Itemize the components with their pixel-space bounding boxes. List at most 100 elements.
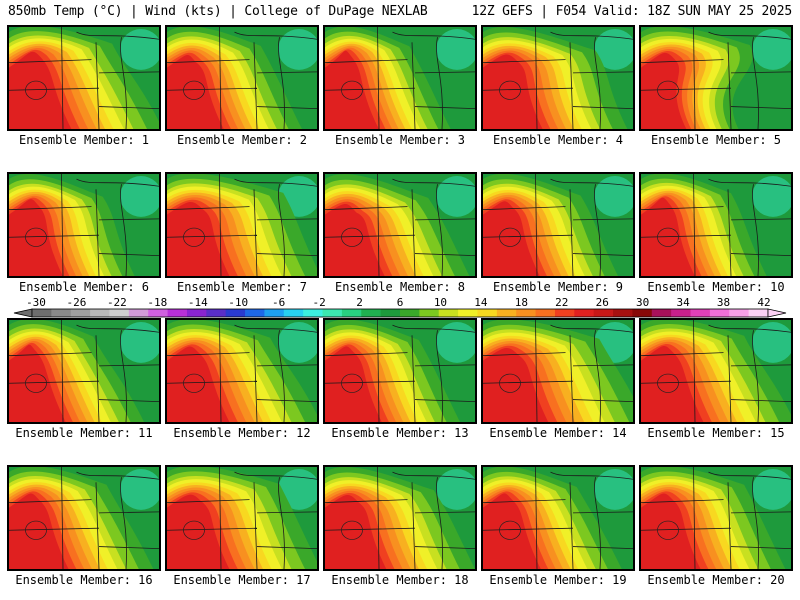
ensemble-member-label: Ensemble Member: 8	[334, 280, 466, 294]
ensemble-member-map	[165, 465, 319, 571]
colorbar-segment	[341, 309, 362, 317]
ensemble-member-map	[639, 465, 793, 571]
ensemble-member-map	[165, 25, 319, 131]
ensemble-member-label: Ensemble Member: 6	[18, 280, 150, 294]
colorbar-tick-label: 26	[596, 296, 609, 309]
temperature-colorbar: -30 -26 -22 -18 -14 -10 -6 -2 2 6 10 14 18 22 26 30 34 38…	[0, 296, 800, 318]
colorbar-tick-label: -30	[26, 296, 46, 309]
colorbar-tick-label: 10	[434, 296, 447, 309]
ensemble-member-label: Ensemble Member: 10	[647, 280, 785, 294]
colorbar-segment	[651, 309, 672, 317]
colorbar-max-arrow	[767, 308, 787, 318]
ensemble-member-label: Ensemble Member: 12	[173, 426, 311, 440]
header-run-info: 12Z GEFS | F054 Valid: 18Z SUN MAY 25 20…	[471, 4, 793, 19]
colorbar-segment	[109, 309, 130, 317]
ensemble-member-map	[481, 172, 635, 278]
colorbar-segment	[90, 309, 110, 317]
colorbar-segment	[516, 309, 537, 317]
ensemble-member-map	[481, 465, 635, 571]
colorbar-tick-label: 2	[356, 296, 363, 309]
colorbar-tick-label: 38	[717, 296, 730, 309]
colorbar-segment	[535, 309, 556, 317]
colorbar-segment	[729, 309, 750, 317]
ensemble-member-label: Ensemble Member: 4	[492, 133, 624, 147]
ensemble-member-label: Ensemble Member: 16	[15, 573, 153, 587]
colorbar-segment	[593, 309, 614, 317]
ensemble-member-map	[7, 318, 161, 424]
ensemble-member-map	[165, 172, 319, 278]
colorbar-tick-label: -10	[228, 296, 248, 309]
ensemble-member-label: Ensemble Member: 17	[173, 573, 311, 587]
ensemble-member-map	[323, 172, 477, 278]
ensemble-member-map	[639, 172, 793, 278]
ensemble-member-map	[481, 318, 635, 424]
ensemble-member-label: Ensemble Member: 18	[331, 573, 469, 587]
colorbar-segment	[438, 309, 459, 317]
ensemble-member-map	[639, 318, 793, 424]
colorbar-tick-label: -18	[147, 296, 167, 309]
colorbar-tick-label: 6	[397, 296, 404, 309]
colorbar-segment	[245, 309, 265, 317]
ensemble-member-label: Ensemble Member: 2	[176, 133, 308, 147]
ensemble-member-map	[323, 318, 477, 424]
colorbar-segment	[283, 309, 304, 317]
ensemble-member-label: Ensemble Member: 14	[489, 426, 627, 440]
colorbar-segment	[632, 309, 653, 317]
ensemble-member-map	[165, 318, 319, 424]
colorbar-tick-label: -26	[67, 296, 87, 309]
ensemble-member-label: Ensemble Member: 9	[492, 280, 624, 294]
colorbar-segment	[496, 309, 517, 317]
colorbar-segment	[613, 309, 633, 317]
ensemble-member-map	[7, 465, 161, 571]
ensemble-member-label: Ensemble Member: 7	[176, 280, 308, 294]
ensemble-member-label: Ensemble Member: 11	[15, 426, 153, 440]
colorbar-segment	[361, 309, 382, 317]
colorbar-segment	[458, 309, 478, 317]
colorbar-segment	[419, 309, 440, 317]
colorbar-segment	[186, 309, 207, 317]
ensemble-member-label: Ensemble Member: 19	[489, 573, 627, 587]
colorbar-segment	[322, 309, 343, 317]
ensemble-member-map	[7, 25, 161, 131]
ensemble-member-label: Ensemble Member: 1	[18, 133, 150, 147]
colorbar-tick-label: 18	[515, 296, 528, 309]
colorbar-segment	[206, 309, 227, 317]
ensemble-member-label: Ensemble Member: 15	[647, 426, 785, 440]
colorbar-segment	[225, 309, 246, 317]
ensemble-member-label: Ensemble Member: 20	[647, 573, 785, 587]
colorbar-segment	[303, 309, 324, 317]
colorbar-segment	[167, 309, 188, 317]
colorbar-tick-label: 14	[474, 296, 488, 309]
colorbar-segment	[671, 309, 692, 317]
colorbar-min-arrow	[13, 308, 33, 318]
colorbar-tick-label: 34	[676, 296, 690, 309]
colorbar-segment	[128, 309, 149, 317]
colorbar-segment	[554, 309, 575, 317]
ensemble-member-label: Ensemble Member: 13	[331, 426, 469, 440]
colorbar-tick-label: -2	[312, 296, 325, 309]
colorbar-segment	[477, 309, 498, 317]
ensemble-member-map	[323, 465, 477, 571]
colorbar-segment	[748, 309, 769, 317]
ensemble-member-map	[481, 25, 635, 131]
colorbar-segment	[690, 309, 711, 317]
colorbar-segment	[574, 309, 595, 317]
ensemble-member-map	[639, 25, 793, 131]
colorbar-tick-label: -22	[107, 296, 127, 309]
colorbar-tick-label: 22	[555, 296, 568, 309]
colorbar-segment	[380, 309, 401, 317]
colorbar-segment	[264, 309, 285, 317]
colorbar-tick-label: -6	[272, 296, 285, 309]
colorbar-tick-label: 42	[757, 296, 770, 309]
header-title: 850mb Temp (°C) | Wind (kts) | College o…	[8, 4, 428, 19]
colorbar-segment	[32, 309, 52, 317]
ensemble-member-map	[7, 172, 161, 278]
ensemble-member-map	[323, 25, 477, 131]
colorbar-segment	[148, 309, 169, 317]
colorbar-tick-label: -14	[188, 296, 208, 309]
ensemble-member-label: Ensemble Member: 3	[334, 133, 466, 147]
colorbar-segment	[709, 309, 730, 317]
ensemble-member-label: Ensemble Member: 5	[650, 133, 782, 147]
colorbar-segment	[51, 309, 72, 317]
colorbar-segment	[400, 309, 420, 317]
